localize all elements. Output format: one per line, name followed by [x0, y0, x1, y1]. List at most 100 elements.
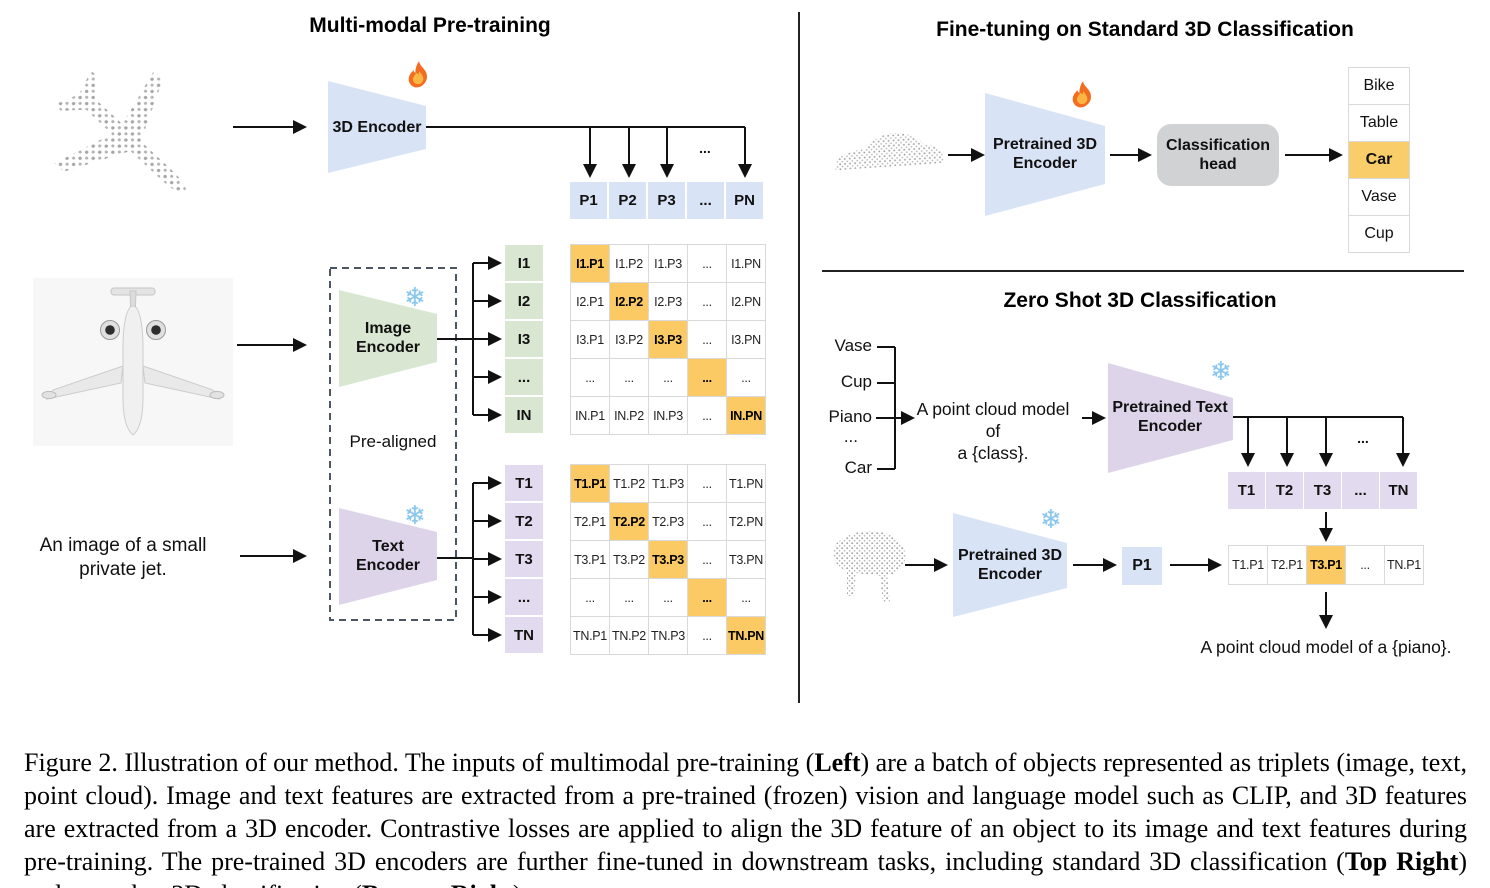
pretrained-3d-encoder-label: Pretrained 3D Encoder: [985, 135, 1105, 173]
matrix-cell: I2.P2: [610, 283, 648, 320]
text-encoder-label: Text Encoder: [339, 537, 437, 575]
classification-head-box: Classification head: [1157, 124, 1279, 186]
p-feature-row: P1 P2 P3... PN: [570, 182, 763, 219]
matrix-cell: ...: [688, 465, 726, 502]
p-feature-cell: PN: [726, 182, 763, 219]
matrix-cell: TN.PN: [727, 617, 765, 654]
pretrained-3d-encoder-frozen-label: Pretrained 3D Encoder: [953, 546, 1067, 584]
matrix-cell: ...: [649, 579, 687, 616]
image-encoder-label-line2: Encoder: [355, 339, 420, 356]
matrix-cell: T2.PN: [727, 503, 765, 540]
matrix-cell: TN.P1: [571, 617, 609, 654]
caption-bold-left: Left: [814, 748, 861, 777]
zs-class-ellipsis: ...: [843, 427, 858, 446]
branch-ellipsis: ...: [1357, 430, 1369, 446]
t-feature-cell: T1: [505, 465, 543, 501]
pretrained-3d-encoder-frozen-line2: Encoder: [977, 566, 1042, 583]
caption-seg: ).: [513, 880, 528, 888]
image-encoder-label: Image Encoder: [339, 319, 437, 357]
zs-t-cell: T1: [1228, 472, 1265, 509]
matrix-cell: TN.P3: [649, 617, 687, 654]
text-encoder-label-line1: Text: [372, 538, 404, 555]
matrix-cell: T3.P2: [610, 541, 648, 578]
snowflake-icon: ❄: [404, 282, 426, 312]
matrix-cell: IN.P2: [610, 397, 648, 434]
zs-t-cell: ...: [1342, 472, 1379, 509]
top-right-section-title: Fine-tuning on Standard 3D Classificatio…: [936, 18, 1354, 41]
snowflake-icon: ❄: [1040, 504, 1062, 534]
t-feature-cell: ...: [505, 579, 543, 615]
t-feature-cell: T2: [505, 503, 543, 539]
matrix-cell: ...: [688, 541, 726, 578]
zs-t-cell: TN: [1380, 472, 1417, 509]
zs-t-feature-row: T1 T2 T3... TN: [1228, 472, 1417, 509]
class-cell: Cup: [1349, 216, 1409, 252]
i-feature-cell: IN: [505, 397, 543, 433]
zs-similarity-cell: T2.P1: [1268, 546, 1306, 584]
classification-head-line1: Classification: [1165, 137, 1271, 154]
fire-icon: [1072, 81, 1092, 108]
matrix-cell: I3.PN: [727, 321, 765, 358]
matrix-cell: T1.P1: [571, 465, 609, 502]
zs-class-piano: Piano: [828, 407, 872, 426]
matrix-cell: ...: [571, 579, 609, 616]
matrix-cell: I2.PN: [727, 283, 765, 320]
matrix-cell: T1.P2: [610, 465, 648, 502]
matrix-cell: ...: [649, 359, 687, 396]
matrix-cell: I1.P3: [649, 245, 687, 282]
matrix-cell: I2.P3: [649, 283, 687, 320]
caption-bold-bottom-right: Bottom Right: [362, 880, 513, 888]
p-feature-cell: P1: [570, 182, 607, 219]
pretrained-3d-encoder-frozen-line1: Pretrained 3D: [957, 547, 1063, 564]
matrix-cell: ...: [571, 359, 609, 396]
matrix-cell: I1.PN: [727, 245, 765, 282]
zs-class-vase: Vase: [834, 336, 873, 355]
i-feature-cell: ...: [505, 359, 543, 395]
left-section-title: Multi-modal Pre-training: [309, 14, 551, 37]
matrix-cell: I2.P1: [571, 283, 609, 320]
car-pointcloud-image: [835, 132, 944, 171]
matrix-cell: T2.P3: [649, 503, 687, 540]
input-caption-line2: private jet.: [79, 559, 167, 580]
matrix-cell: T1.P3: [649, 465, 687, 502]
matrix-cell: ...: [688, 579, 726, 616]
matrix-cell: I1.P1: [571, 245, 609, 282]
i-feature-column: I1 I2 I3... IN: [505, 245, 543, 433]
zs-similarity-row: T1.P1 T2.P1 T3.P1... TN.P1: [1228, 545, 1424, 585]
image-encoder-label-line1: Image: [364, 320, 412, 337]
fire-icon: [408, 61, 428, 88]
input-caption-line1: An image of a small: [39, 535, 207, 556]
zs-similarity-cell: T3.P1: [1307, 546, 1345, 584]
matrix-cell: ...: [610, 359, 648, 396]
pretrained-3d-encoder-line1: Pretrained 3D: [992, 136, 1098, 153]
matrix-cell: I3.P2: [610, 321, 648, 358]
prompt-text: A point cloud model of a {class}.: [908, 398, 1078, 464]
pre-aligned-label: Pre-aligned: [349, 432, 437, 451]
snowflake-icon: ❄: [404, 500, 426, 530]
matrix-cell: ...: [688, 245, 726, 282]
p-feature-cell: P3: [648, 182, 685, 219]
matrix-cell: I3.P3: [649, 321, 687, 358]
image-point-similarity-matrix: I1.P1 I1.P2 I1.P3... I1.PN I2.P1 I2.P2 I2.P3..…: [570, 244, 766, 435]
t-feature-column: T1 T2 T3... TN: [505, 465, 543, 653]
pretrained-text-encoder-label: Pretrained Text Encoder: [1106, 398, 1234, 436]
p-feature-cell: P2: [609, 182, 646, 219]
matrix-cell: IN.PN: [727, 397, 765, 434]
matrix-cell: T2.P1: [571, 503, 609, 540]
class-cell: Car: [1349, 142, 1409, 178]
matrix-cell: IN.P3: [649, 397, 687, 434]
caption-seg: Figure 2. Illustration of our method. Th…: [24, 748, 815, 777]
class-cell: Vase: [1349, 179, 1409, 215]
zs-output-text: A point cloud model of a {piano}.: [1200, 637, 1452, 657]
caption-seg: ) and zero-shot 3D classification (: [24, 847, 1467, 888]
classification-head-line2: head: [1199, 156, 1237, 173]
text-point-similarity-matrix: T1.P1 T1.P2 T1.P3... T1.PN T2.P1 T2.P2 T2.P3..…: [570, 464, 766, 655]
prompt-line1: A point cloud model of: [916, 399, 1070, 441]
i-feature-cell: I2: [505, 283, 543, 319]
p-feature-cell: ...: [687, 182, 724, 219]
zs-t-cell: T2: [1266, 472, 1303, 509]
prompt-line2: a {class}.: [957, 443, 1029, 463]
matrix-cell: ...: [688, 359, 726, 396]
pretrained-text-encoder-line2: Encoder: [1137, 418, 1202, 435]
